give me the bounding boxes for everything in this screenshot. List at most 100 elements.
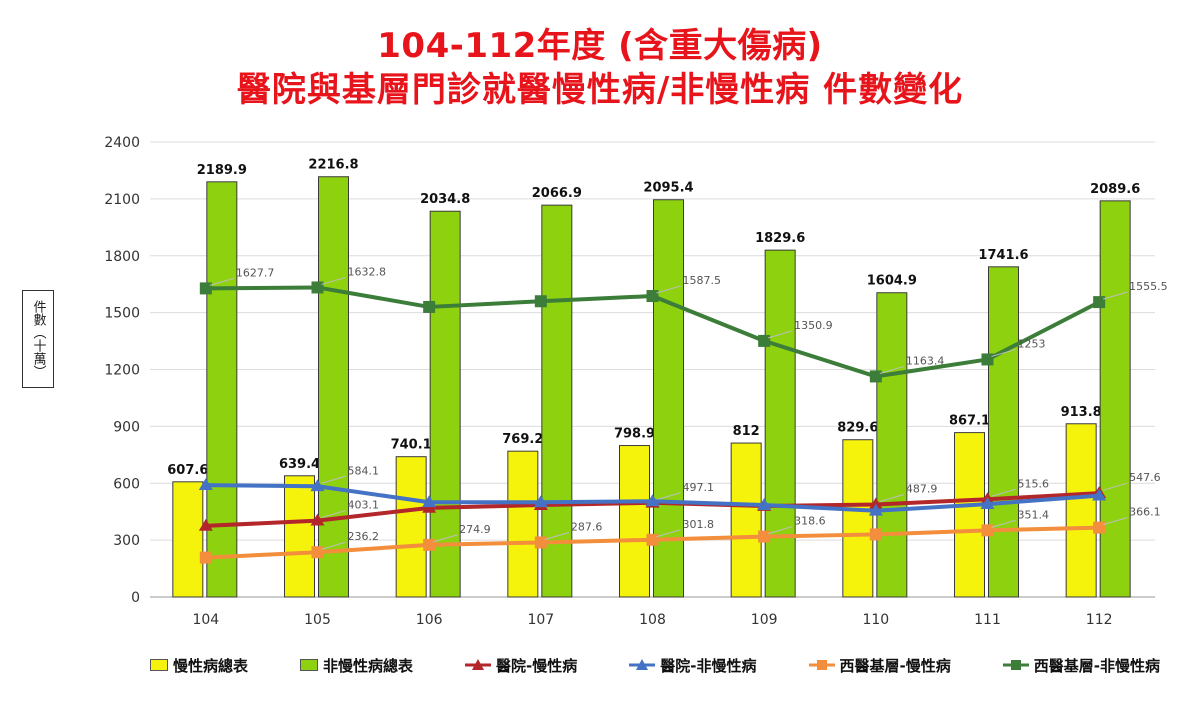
line-data-label: 366.1 — [1129, 506, 1161, 519]
line-point-marker — [423, 538, 436, 551]
line-point-marker — [646, 533, 659, 546]
line-data-label: 301.8 — [683, 518, 715, 531]
bar-data-label: 2089.6 — [1090, 182, 1140, 197]
line-point-marker — [534, 536, 547, 549]
legend-label: 醫院-非慢性病 — [660, 656, 757, 675]
bar-chronic-total — [730, 442, 762, 598]
line-data-label: 1587.5 — [683, 274, 722, 287]
line-data-label: 1350.9 — [794, 319, 833, 332]
bar-nonchronic-total — [1099, 200, 1131, 598]
line-data-label: 1632.8 — [348, 265, 387, 278]
line-data-label: 1163.4 — [906, 354, 945, 367]
legend-item: 醫院-慢性病 — [465, 655, 577, 676]
data-label-leader — [321, 541, 346, 550]
bar-data-label: 2066.9 — [532, 186, 582, 201]
bar-nonchronic-total — [876, 292, 908, 598]
y-tick-label: 600 — [113, 476, 140, 492]
line-point-marker — [198, 478, 213, 491]
y-tick-label: 300 — [113, 533, 140, 549]
bar-chronic-total — [619, 445, 650, 598]
legend-item: 西醫基層-慢性病 — [808, 655, 951, 676]
line-point-marker — [311, 546, 324, 559]
legend: 慢性病總表 非慢性病總表 醫院-慢性病 醫院-非慢性病 西醫基層-慢性病 西醫基層-非慢性… — [150, 652, 1160, 678]
x-tick-label: 111 — [974, 612, 1001, 628]
line-data-label: 274.9 — [459, 523, 491, 536]
bar-chronic-total — [172, 481, 204, 598]
x-tick-label: 109 — [751, 612, 778, 628]
legend-line-swatch — [1002, 660, 1029, 670]
line-point-marker — [1092, 488, 1107, 501]
bar-data-label: 829.6 — [837, 421, 878, 436]
data-label-leader — [1103, 482, 1128, 491]
legend-item: 非慢性病總表 — [300, 655, 413, 676]
line-point-marker — [1093, 521, 1106, 534]
line-data-label: 318.6 — [794, 515, 826, 528]
x-tick-label: 104 — [192, 612, 219, 628]
data-label-leader — [209, 277, 234, 286]
legend-item: 西醫基層-非慢性病 — [1002, 655, 1160, 676]
legend-swatch — [150, 659, 168, 671]
legend-line-swatch — [465, 659, 492, 670]
bar-data-label: 2216.8 — [308, 158, 358, 173]
line-point-marker — [869, 370, 882, 383]
bar-nonchronic-total — [988, 266, 1019, 598]
legend-line-swatch — [808, 660, 835, 670]
legend-label: 非慢性病總表 — [323, 656, 414, 675]
bar-nonchronic-total — [764, 249, 796, 598]
bar-data-label: 1829.6 — [755, 231, 805, 246]
bar-data-label: 913.8 — [1061, 405, 1102, 420]
bar-chronic-total — [842, 439, 874, 598]
chart-title-line1: 104-112年度 (含重大傷病) — [377, 26, 823, 66]
line-point-marker — [646, 290, 659, 303]
bar-chronic-total — [284, 475, 315, 598]
line-point-marker — [534, 295, 547, 308]
line-data-label: 497.1 — [683, 481, 715, 494]
line-point-marker — [199, 282, 212, 295]
bar-nonchronic-total — [318, 176, 349, 598]
bar-chronic-total — [1065, 423, 1097, 598]
data-label-leader — [656, 285, 681, 294]
data-label-leader — [1103, 517, 1128, 526]
data-label-leader — [768, 330, 793, 339]
line-point-marker — [869, 528, 882, 541]
bar-data-label: 639.4 — [279, 457, 320, 472]
line-point-marker — [198, 518, 213, 531]
line-point-marker — [757, 498, 772, 510]
y-tick-label: 1800 — [104, 249, 140, 265]
line-data-label: 1627.7 — [236, 266, 274, 279]
line-point-marker — [1093, 296, 1106, 309]
chart-title-line2: 醫院與基層門診就醫慢性病/非慢性病 件數變化 — [236, 70, 964, 110]
legend-swatch — [300, 659, 319, 671]
line-point-marker — [310, 513, 325, 526]
data-label-leader — [991, 488, 1016, 497]
legend-label: 慢性病總表 — [173, 656, 249, 675]
line-point-marker — [310, 479, 325, 492]
line-point-marker — [868, 503, 883, 516]
bar-data-label: 812 — [733, 424, 760, 439]
line-data-label: 287.6 — [571, 520, 603, 533]
line-data-label: 584.1 — [348, 464, 380, 477]
data-label-leader — [321, 475, 346, 484]
data-label-leader — [768, 526, 793, 535]
legend-label: 西醫基層-慢性病 — [839, 656, 951, 675]
x-tick-label: 112 — [1086, 612, 1113, 628]
y-tick-label: 1200 — [104, 363, 140, 379]
data-label-leader — [879, 494, 904, 502]
line-data-label: 351.4 — [1018, 508, 1050, 521]
line-point-marker — [533, 495, 548, 508]
line-point-marker — [868, 497, 883, 510]
bar-data-label: 607.6 — [167, 463, 208, 478]
legend-line-swatch — [629, 659, 656, 670]
line-point-marker — [758, 530, 771, 543]
y-tick-label: 0 — [131, 590, 140, 606]
line-point-marker — [981, 524, 994, 537]
y-axis-label: 件數（十萬） — [22, 290, 54, 388]
line-point-marker — [311, 281, 324, 294]
data-label-leader — [656, 529, 681, 538]
y-tick-label: 2400 — [104, 135, 140, 151]
bar-nonchronic-total — [541, 204, 573, 598]
data-label-leader — [991, 519, 1016, 528]
legend-label: 醫院-慢性病 — [496, 656, 578, 675]
